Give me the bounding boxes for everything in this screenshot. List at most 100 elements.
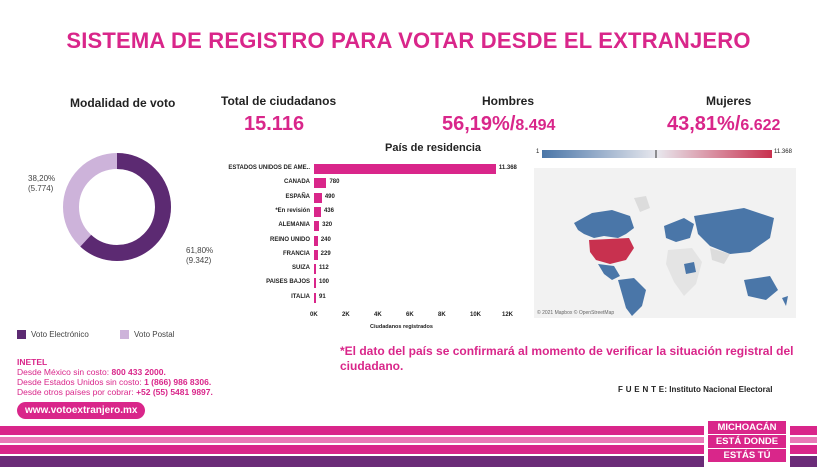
bar-label: *En revisión <box>275 207 310 214</box>
footnote: *El dato del país se confirmará al momen… <box>340 344 794 373</box>
legend-swatch-electronic <box>17 330 26 339</box>
map-canada[interactable] <box>574 210 634 238</box>
bar-value-label: 436 <box>323 207 334 214</box>
bar-value-label: 320 <box>322 222 333 229</box>
map-greenland <box>634 196 650 212</box>
contact-line-mexico: Desde México sin costo: 800 433 2000. <box>17 367 213 377</box>
source-label: F U E N T E <box>618 385 665 394</box>
electronic-count: (9.342) <box>186 256 212 265</box>
x-tick-label: 12K <box>502 312 514 318</box>
map-australia[interactable] <box>744 276 778 300</box>
postal-count: (5.774) <box>28 184 54 193</box>
legend-electronic-label: Voto Electrónico <box>31 330 89 339</box>
postal-pct-label: 38,20% (5.774) <box>28 174 55 194</box>
bar[interactable] <box>314 164 496 174</box>
bar-value-label: 240 <box>320 236 331 243</box>
total-value: 15.116 <box>244 113 305 135</box>
bar-label: ESPAÑA <box>285 193 310 200</box>
x-tick-label: 4K <box>374 312 382 318</box>
michoacan-badge: MICHOACÁN ESTÁ DONDE ESTÁS TÚ <box>704 418 790 467</box>
men-label: Hombres <box>482 94 535 108</box>
bar[interactable] <box>314 264 316 275</box>
map-africa-registered[interactable] <box>684 262 696 274</box>
bar-value-label: 229 <box>320 250 331 257</box>
x-tick-label: 10K <box>470 312 482 318</box>
bar-label: ITALIA <box>291 293 310 300</box>
contact-line-other-number[interactable]: +52 (55) 5481 9897. <box>136 387 213 397</box>
x-tick-label: 2K <box>342 312 350 318</box>
women-count: 6.622 <box>740 117 781 134</box>
contact-org: INETEL <box>17 357 48 367</box>
world-map[interactable] <box>534 168 796 318</box>
map-asia[interactable] <box>694 208 774 254</box>
legend-postal[interactable]: Voto Postal <box>120 330 174 339</box>
badge-line-3: ESTÁS TÚ <box>708 449 786 462</box>
bar-label: ESTADOS UNIDOS DE AME.. <box>228 165 310 171</box>
x-tick-label: 6K <box>406 312 414 318</box>
contact-block: INETEL Desde México sin costo: 800 433 2… <box>17 357 213 397</box>
donut-chart[interactable] <box>52 152 182 262</box>
bar[interactable] <box>314 278 316 289</box>
x-tick-label: 8K <box>438 312 446 318</box>
website-link[interactable]: www.votoextranjero.mx <box>17 402 146 419</box>
bar-label: FRANCIA <box>283 250 310 257</box>
footer-stripe-3 <box>0 445 817 454</box>
source-line: F U E N T E: Instituto Nacional Electora… <box>618 385 772 394</box>
contact-line-other: Desde otros países por cobrar: +52 (55) … <box>17 387 213 397</box>
map-europe[interactable] <box>664 218 694 242</box>
legend-electronic[interactable]: Voto Electrónico <box>17 330 89 339</box>
page-title: SISTEMA DE REGISTRO PARA VOTAR DESDE EL … <box>66 28 751 53</box>
bar-value-label: 112 <box>319 265 329 272</box>
map-credit[interactable]: © 2021 Mapbox © OpenStreetMap <box>537 310 615 316</box>
women-label: Mujeres <box>706 94 752 108</box>
legend-swatch-postal <box>120 330 129 339</box>
bar-value-label: 11.368 <box>498 165 517 171</box>
x-axis-label: Ciudadanos registrados <box>370 324 433 330</box>
footer-stripe-4 <box>0 456 817 467</box>
donut-slice-electronic[interactable] <box>63 153 171 261</box>
bar[interactable] <box>314 206 321 217</box>
map-south-asia <box>710 248 730 264</box>
x-tick-label: 0K <box>310 312 318 318</box>
bar-value-label: 780 <box>329 179 340 186</box>
map-africa <box>666 248 702 296</box>
men-pct: 56,19%/ <box>442 113 516 135</box>
bar[interactable] <box>314 221 320 232</box>
contact-line-usa: Desde Estados Unidos sin costo: 1 (866) … <box>17 377 213 387</box>
map-mexico[interactable] <box>598 264 620 280</box>
contact-line-mexico-number[interactable]: 800 433 2000. <box>111 367 166 377</box>
postal-pct: 38,20% <box>28 174 56 183</box>
chart-title: País de residencia <box>385 142 481 154</box>
electronic-pct-label: 61,80% (9.342) <box>186 246 213 266</box>
bar-label: ALEMANIA <box>278 222 310 229</box>
scale-min: 1 <box>536 149 540 155</box>
map-new-zealand[interactable] <box>782 296 788 306</box>
bar[interactable] <box>314 235 318 246</box>
map-usa[interactable] <box>589 238 634 264</box>
footer-stripe-1 <box>0 426 817 435</box>
bar[interactable] <box>314 249 318 260</box>
bar[interactable] <box>314 192 322 203</box>
voting-mode-title: Modalidad de voto <box>70 96 176 110</box>
bar-label: CANADA <box>284 179 310 186</box>
legend-postal-label: Voto Postal <box>134 330 175 339</box>
map-color-scale <box>542 150 772 158</box>
men-count: 8.494 <box>515 117 556 134</box>
badge-line-2: ESTÁ DONDE <box>708 435 786 448</box>
men-stat: 56,19%/8.494 <box>442 113 555 136</box>
bar[interactable] <box>314 178 327 189</box>
bar-value-label: 490 <box>324 193 335 200</box>
bar-value-label: 91 <box>319 293 326 300</box>
map-south-america[interactable] <box>618 278 646 316</box>
country-bar-chart: ESTADOS UNIDOS DE AME.. 11.368 CANADA 780 ES… <box>210 160 530 335</box>
bar[interactable] <box>314 292 316 303</box>
scale-max: 11.368 <box>774 149 792 155</box>
bar-label: SUIZA <box>292 265 310 272</box>
contact-line-other-text: Desde otros países por cobrar: <box>17 387 137 397</box>
bar-label: PAISES BAJOS <box>266 279 310 286</box>
bar-label: REINO UNIDO <box>269 236 310 243</box>
women-pct: 43,81%/ <box>667 113 741 135</box>
contact-line-usa-number[interactable]: 1 (866) 986 8306. <box>144 377 212 387</box>
bar-value-label: 100 <box>319 279 330 286</box>
footer-stripe-2 <box>0 437 817 443</box>
